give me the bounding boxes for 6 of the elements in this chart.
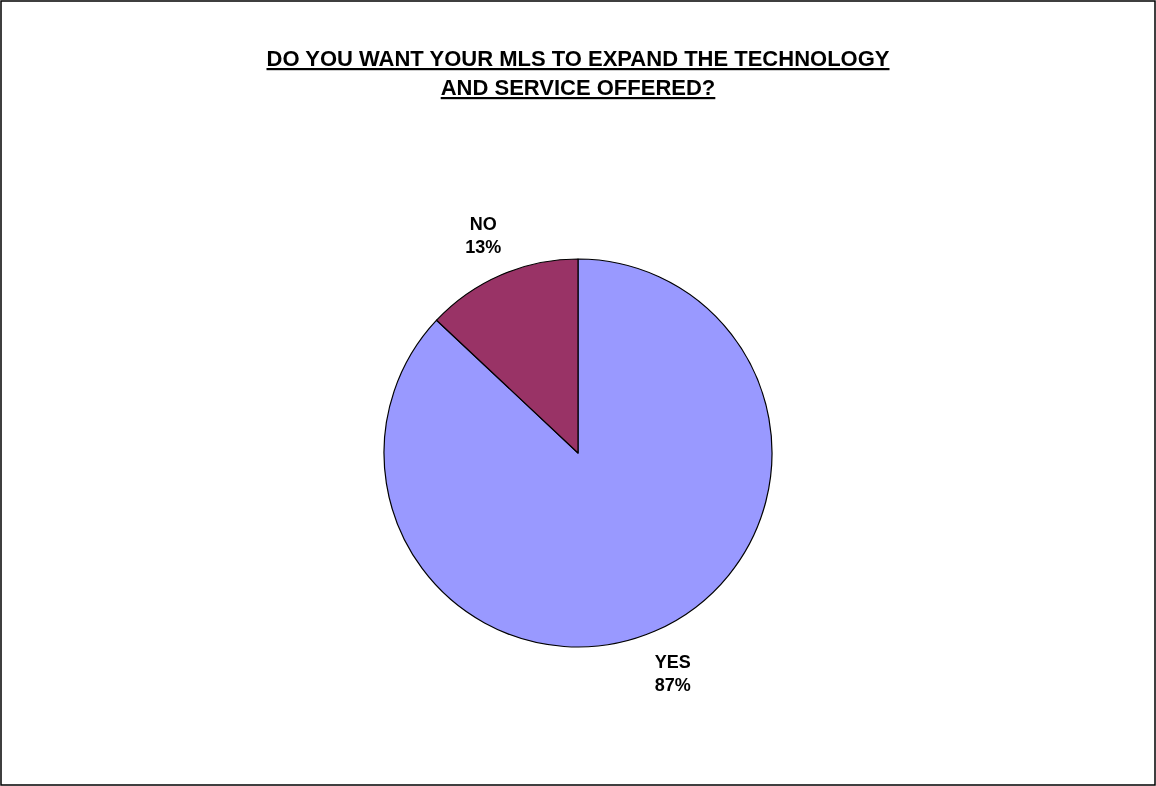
slice-label: NO [469, 214, 497, 235]
chart-title: DO YOU WANT YOUR MLS TO EXPAND THE TECHNOLOGY AND SERVICE OFFERED? [266, 46, 890, 100]
slice-label: YES [654, 652, 691, 673]
data-label: 13% [465, 236, 502, 257]
data-label: 87% [654, 674, 691, 695]
pie-slice [383, 258, 773, 648]
